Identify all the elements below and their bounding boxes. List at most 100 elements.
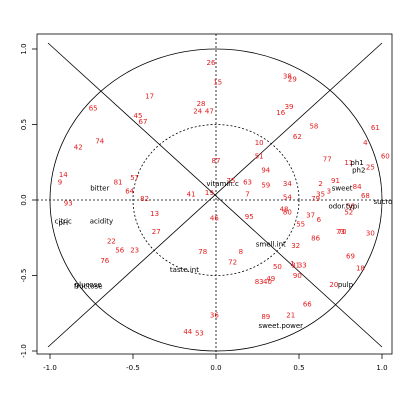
y-tick-label: 0.0 [20,194,28,205]
observation-label-1: 1 [290,260,294,268]
observation-label-15: 15 [213,79,222,87]
observation-label-17: 17 [145,92,154,100]
variable-label-vitamin.c: vitamin.c [206,180,239,188]
observation-label-9: 9 [58,178,62,186]
observation-label-78: 78 [198,248,207,256]
x-axis: -1.0 -0.5 0.0 0.5 1.0 [43,354,388,372]
observation-label-80: 80 [283,209,292,217]
observation-label-40: 40 [263,278,272,286]
variable-label-pulp: pulp [338,281,354,289]
observation-label-4: 4 [363,139,368,147]
observation-label-2: 2 [318,180,322,188]
variable-label-bitter: bitter [90,184,109,192]
observation-label-20: 20 [329,281,338,289]
observation-label-36: 36 [210,311,219,319]
variable-label-fructose: fructose [74,283,103,291]
plot-frame [36,33,393,355]
observation-label-58: 58 [309,123,318,131]
observation-label-76: 76 [100,257,109,265]
observation-label-51: 51 [255,153,264,161]
observation-label-94: 94 [261,166,270,174]
observation-label-23: 23 [130,246,139,254]
observation-label-42: 42 [74,144,83,152]
observation-label-49: 49 [266,275,275,283]
observation-label-19: 19 [205,189,214,197]
observation-label-25: 25 [366,163,375,171]
observation-label-31: 31 [291,261,300,269]
observation-label-28: 28 [197,100,206,108]
observation-label-30: 30 [366,230,375,238]
observation-label-87: 87 [212,157,221,165]
observation-label-55: 55 [296,221,305,229]
observation-label-74: 74 [95,138,104,146]
observation-label-93: 93 [64,200,73,208]
observation-label-45: 45 [134,112,143,120]
observation-label-24: 24 [193,107,202,115]
observation-label-70: 70 [338,228,347,236]
x-tick-label: -1.0 [43,364,57,372]
observation-label-69: 69 [346,252,355,260]
observation-label-59: 59 [261,181,270,189]
y-tick-label: -0.5 [20,269,28,283]
observation-label-67: 67 [138,118,147,126]
observation-label-44: 44 [183,328,192,336]
x-tick-label: 0.5 [293,364,304,372]
observation-label-56: 56 [115,246,124,254]
observation-label-39: 39 [285,103,294,111]
observation-label-72: 72 [228,258,237,266]
observation-label-32: 32 [291,242,300,250]
observation-label-84: 84 [353,183,362,191]
observation-label-7: 7 [245,190,249,198]
inner-circle [132,124,300,276]
observation-label-3: 3 [327,187,331,195]
observation-label-47: 47 [205,107,214,115]
x-tick-label: -0.5 [126,364,140,372]
observation-label-64: 64 [125,187,134,195]
observation-label-53: 53 [195,329,204,337]
x-tick-label: 0.0 [210,364,221,372]
y-tick-label: -1.0 [20,344,28,358]
observation-label-54: 54 [283,193,292,201]
observation-label-83: 83 [255,278,264,286]
observation-label-52: 52 [344,209,353,217]
observation-label-56: 56 [346,203,355,211]
observation-label-68: 68 [361,192,370,200]
observation-label-89: 89 [261,313,270,321]
x-tick-label: 1.0 [376,364,387,372]
observation-label-75: 75 [226,177,235,185]
variable-label-glucose: glucose [75,281,102,289]
observation-label-61: 61 [371,124,380,132]
observation-label-8: 8 [239,248,243,256]
observation-label-22: 22 [107,237,116,245]
observation-label-57: 57 [130,174,139,182]
observation-label-10: 10 [255,139,264,147]
observation-label-14: 14 [59,171,68,179]
variable-label-sucrose: sucrose [374,198,401,206]
observation-label-73: 73 [336,228,345,236]
observation-label-62: 62 [293,133,302,141]
observation-label-27: 27 [152,228,161,236]
variable-label-taste.int: taste.int [170,266,199,274]
observation-label-37: 37 [306,212,315,220]
y-tick-label: 0.5 [20,119,28,130]
observation-label-18: 18 [356,264,365,272]
observation-label-50: 50 [273,263,282,271]
observation-label-86: 86 [311,234,320,242]
variable-label-ph1: ph1 [350,159,363,167]
variable-label-ph2: ph2 [352,166,365,174]
observation-label-6: 6 [317,216,322,224]
observation-label-41: 41 [187,190,196,198]
observation-label-65: 65 [89,104,98,112]
variable-label-sweet.power: sweet.power [258,322,303,330]
variable-label-pH: pH [58,219,68,227]
observation-label-95: 95 [245,213,254,221]
observation-label-34: 34 [283,180,292,188]
observation-label-90: 90 [293,272,302,280]
observation-label-81: 81 [114,178,123,186]
y-axis: -1.0 -0.5 0.0 0.5 1.0 [20,43,37,358]
variable-label-citric: citric [55,218,72,226]
observation-label-29: 29 [288,76,297,84]
observation-label-91: 91 [331,177,340,185]
